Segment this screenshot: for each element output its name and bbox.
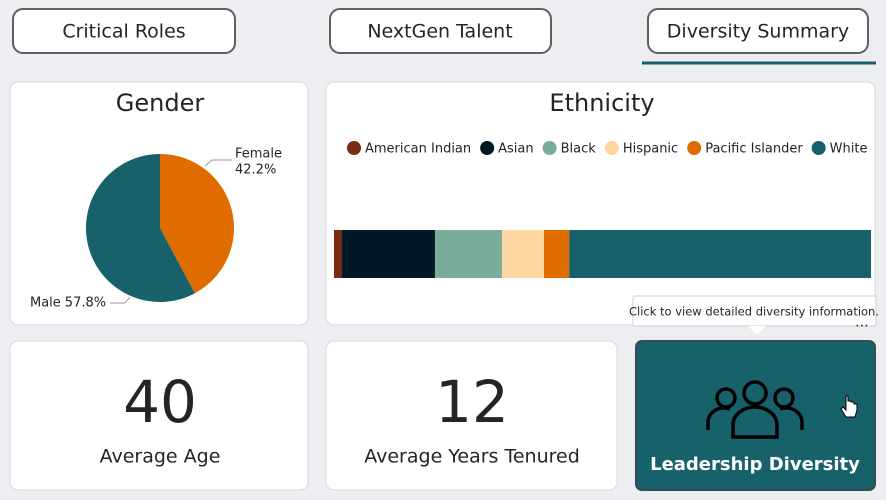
tab-button[interactable]	[329, 8, 552, 54]
tab-label[interactable]: Diversity Summary	[667, 21, 849, 43]
tab-button[interactable]	[647, 8, 869, 54]
tab-label[interactable]: Critical Roles	[62, 21, 185, 43]
leader-line	[110, 296, 131, 304]
legend-marker	[687, 141, 702, 155]
bar-segment	[569, 230, 871, 278]
pie-value-label: 57.8%	[65, 296, 106, 311]
pie-label: Male	[30, 296, 61, 311]
legend-label: White	[830, 142, 868, 157]
legend-label: Pacific Islander	[705, 142, 803, 157]
legend-label: Black	[561, 142, 597, 157]
ethnicity-card	[325, 81, 876, 326]
legend-label: Asian	[498, 142, 533, 157]
pie-slice	[160, 154, 235, 294]
tooltip-text: Click to view detailed diversity informa…	[629, 305, 879, 319]
leader-line	[204, 159, 232, 167]
bar-segment	[334, 230, 343, 278]
kpi-card	[9, 340, 309, 491]
kpi-card	[325, 340, 618, 491]
more-options[interactable]: ⋯	[855, 318, 869, 334]
tab-label[interactable]: NextGen Talent	[367, 21, 512, 43]
pie-value-label: 42.2%	[235, 163, 276, 178]
legend-marker	[811, 141, 826, 155]
kpi-value: 40	[123, 368, 197, 436]
tab-button[interactable]	[12, 8, 236, 54]
people-icon	[706, 380, 804, 439]
legend-marker	[480, 141, 495, 155]
tooltip-pointer	[748, 326, 766, 335]
bar-segment	[543, 230, 570, 278]
bar-segment	[342, 230, 435, 278]
legend-label: American Indian	[365, 142, 471, 157]
legend-label: Hispanic	[623, 142, 678, 157]
pie-label: Female	[235, 147, 282, 162]
kpi-label: Average Years Tenured	[364, 446, 580, 468]
legend-marker	[542, 141, 557, 155]
legend-marker	[604, 141, 619, 155]
button-label[interactable]: Leadership Diversity	[650, 454, 860, 475]
chart-title: Ethnicity	[549, 89, 654, 117]
bar-segment	[502, 230, 544, 278]
leadership-button[interactable]	[635, 340, 876, 491]
kpi-label: Average Age	[100, 446, 221, 468]
cursor	[840, 395, 858, 418]
bar-segment	[434, 230, 503, 278]
kpi-value: 12	[435, 368, 509, 436]
pie-slice	[86, 154, 195, 302]
legend-marker	[347, 141, 361, 155]
chart-title: Gender	[116, 89, 205, 117]
